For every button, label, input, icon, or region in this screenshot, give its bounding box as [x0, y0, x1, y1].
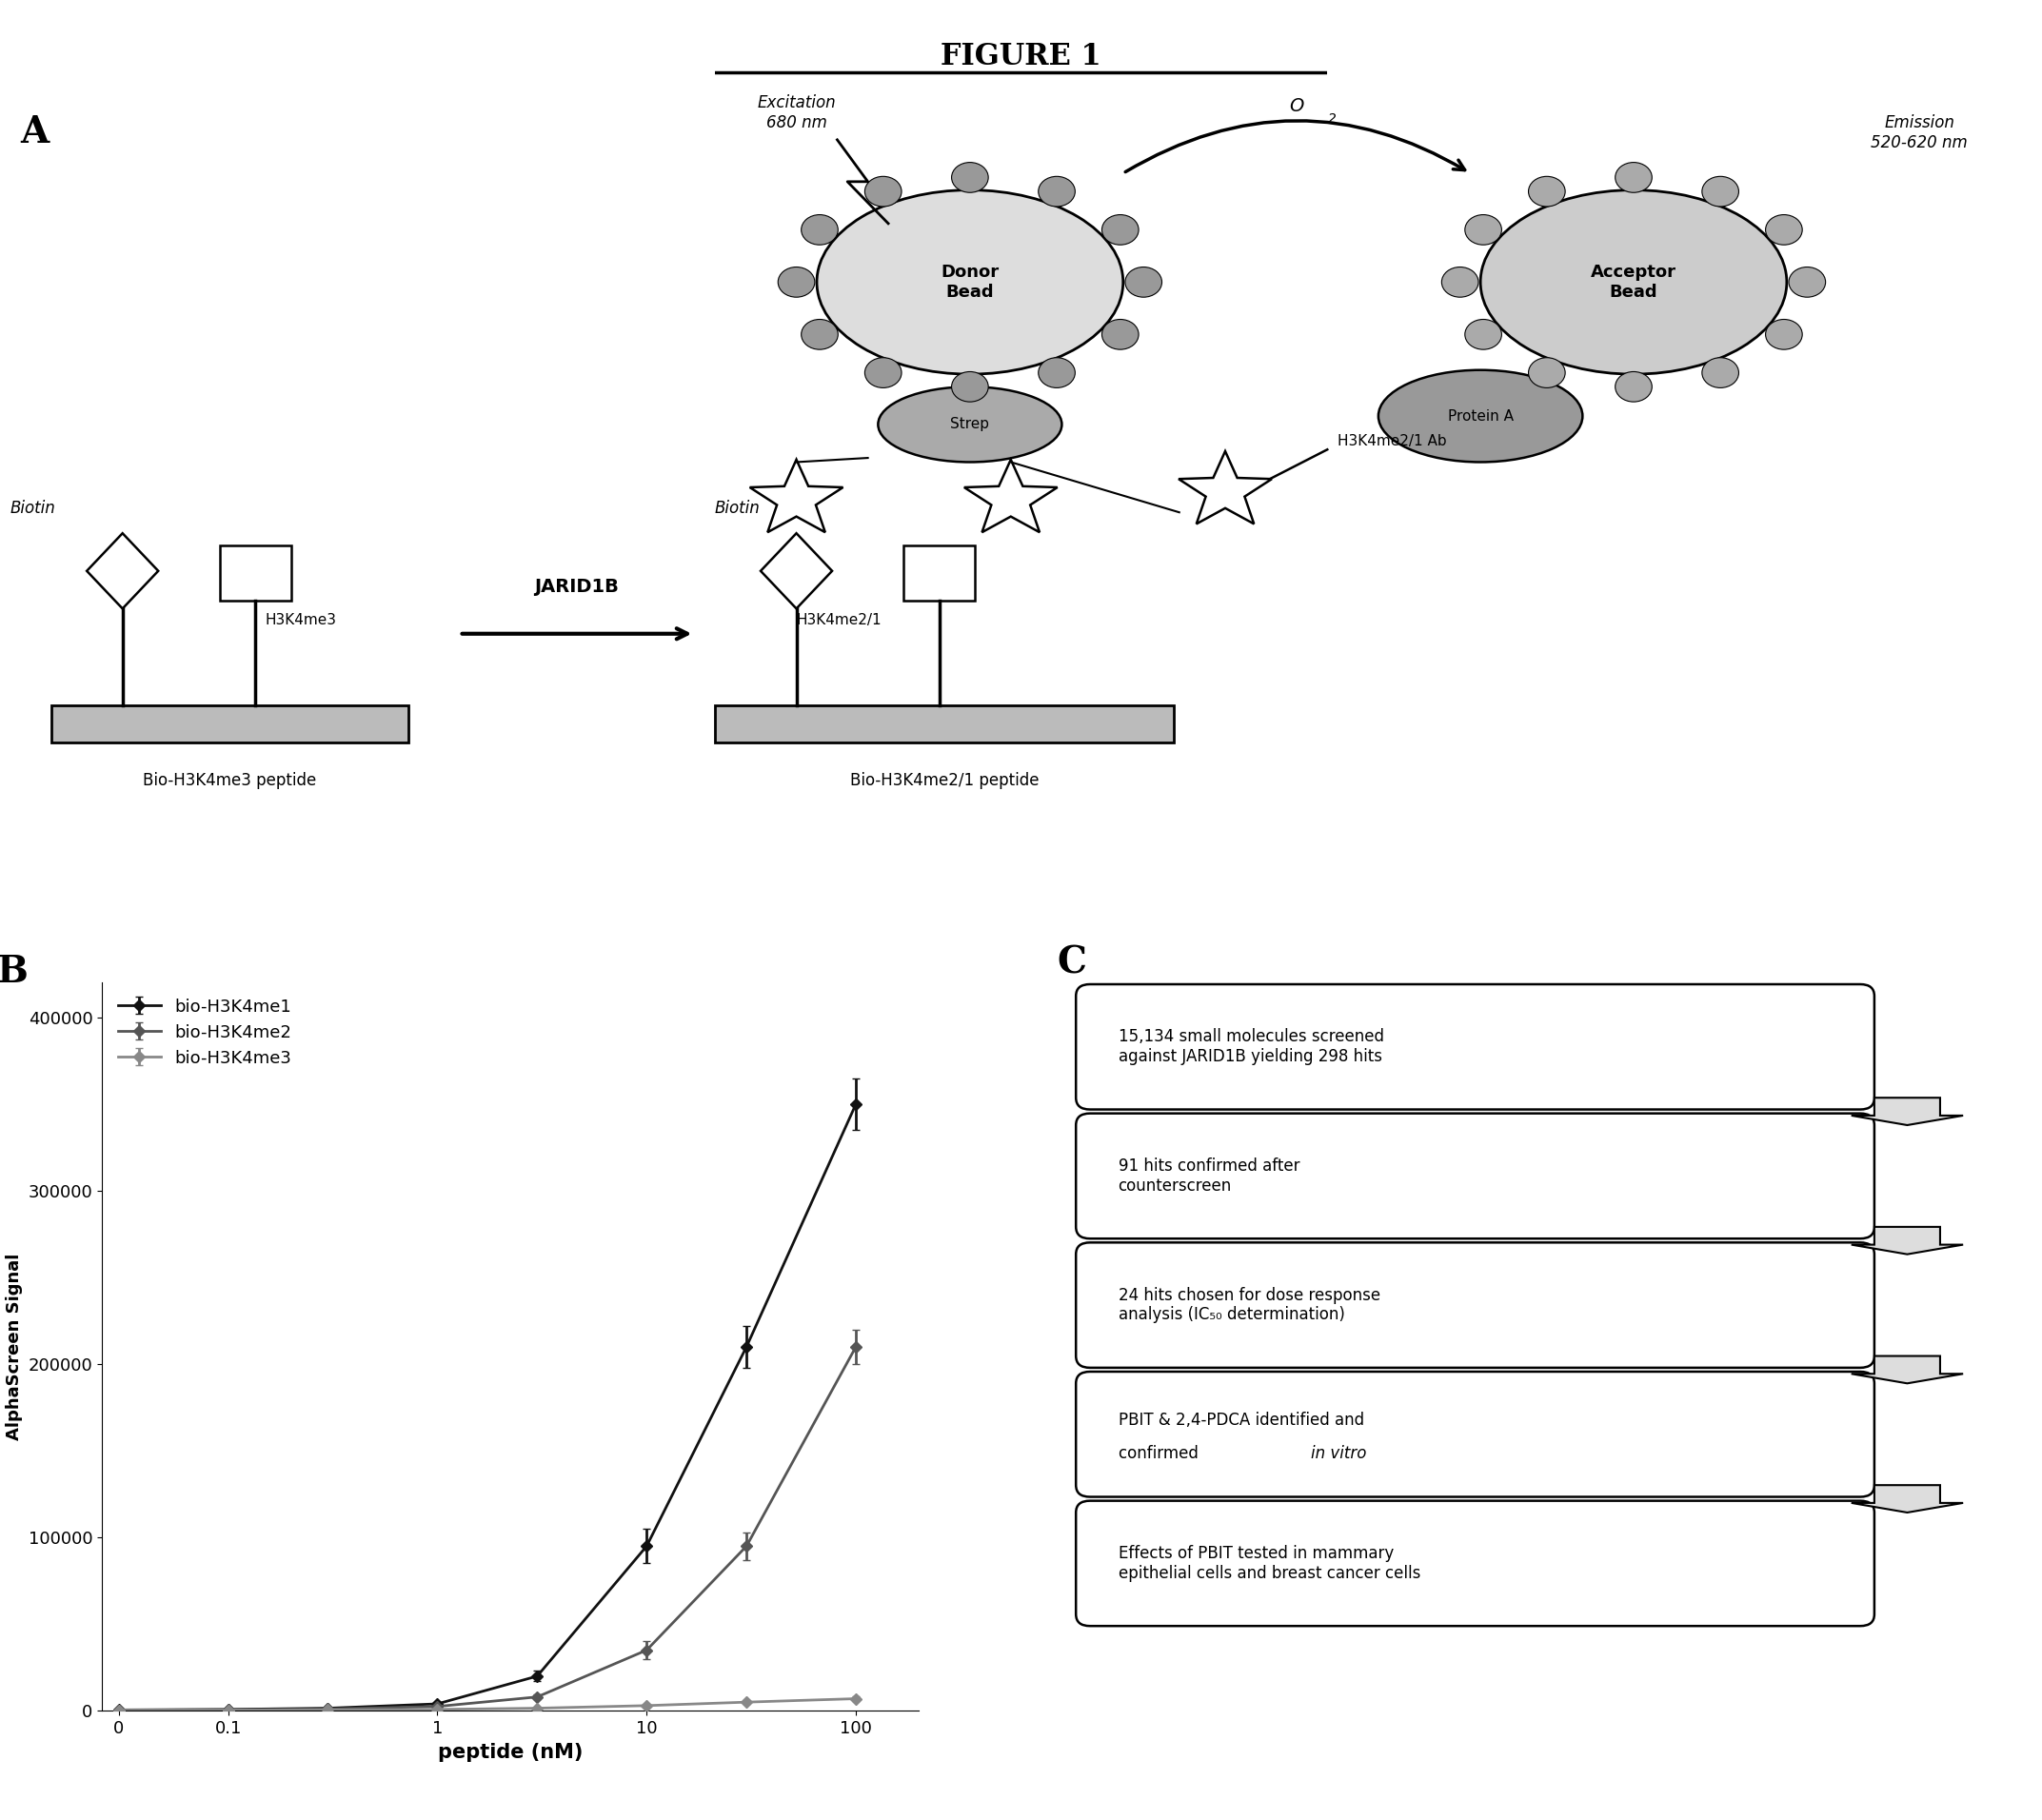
Text: 15,134 small molecules screened
against JARID1B yielding 298 hits: 15,134 small molecules screened against … — [1119, 1028, 1384, 1065]
Circle shape — [1037, 177, 1074, 206]
FancyBboxPatch shape — [903, 546, 976, 601]
Text: FIGURE 1: FIGURE 1 — [941, 42, 1101, 71]
Text: 91 hits confirmed after
counterscreen: 91 hits confirmed after counterscreen — [1119, 1158, 1299, 1194]
Text: PBIT & 2,4-PDCA identified and: PBIT & 2,4-PDCA identified and — [1119, 1412, 1364, 1429]
Text: H3K4me2/1: H3K4me2/1 — [796, 613, 882, 628]
Circle shape — [1527, 177, 1566, 206]
Circle shape — [1701, 359, 1738, 388]
Circle shape — [1125, 268, 1162, 297]
FancyBboxPatch shape — [715, 704, 1174, 743]
Legend: bio-H3K4me1, bio-H3K4me2, bio-H3K4me3: bio-H3K4me1, bio-H3K4me2, bio-H3K4me3 — [110, 992, 298, 1074]
FancyBboxPatch shape — [51, 704, 408, 743]
Text: Donor
Bead: Donor Bead — [941, 264, 999, 300]
Text: Excitation
680 nm: Excitation 680 nm — [758, 95, 835, 131]
Text: H3K4me3: H3K4me3 — [265, 613, 337, 628]
Circle shape — [864, 359, 901, 388]
Text: 24 hits chosen for dose response
analysis (IC₅₀ determination): 24 hits chosen for dose response analysi… — [1119, 1287, 1380, 1323]
Text: Bio-H3K4me2/1 peptide: Bio-H3K4me2/1 peptide — [849, 772, 1039, 790]
Text: Biotin: Biotin — [715, 499, 760, 517]
Polygon shape — [86, 533, 159, 608]
Text: H3K4me2/1 Ab: H3K4me2/1 Ab — [1338, 433, 1446, 448]
FancyBboxPatch shape — [1076, 1114, 1875, 1239]
FancyBboxPatch shape — [218, 546, 290, 601]
Circle shape — [800, 318, 837, 349]
Circle shape — [952, 162, 988, 193]
Circle shape — [1464, 318, 1501, 349]
Text: JARID1B: JARID1B — [535, 579, 619, 597]
Ellipse shape — [878, 388, 1062, 462]
Circle shape — [1464, 215, 1501, 246]
Circle shape — [1103, 215, 1139, 246]
FancyBboxPatch shape — [1076, 1372, 1875, 1496]
Polygon shape — [1852, 1485, 1962, 1512]
Text: C: C — [1058, 945, 1086, 981]
FancyBboxPatch shape — [1076, 1243, 1875, 1369]
Circle shape — [1615, 371, 1652, 402]
Circle shape — [952, 371, 988, 402]
Circle shape — [1442, 268, 1478, 297]
Text: confirmed: confirmed — [1119, 1445, 1203, 1463]
Circle shape — [1766, 215, 1803, 246]
Text: in vitro: in vitro — [1311, 1445, 1366, 1463]
X-axis label: peptide (nM): peptide (nM) — [437, 1742, 584, 1762]
Polygon shape — [760, 533, 833, 608]
Circle shape — [1103, 318, 1139, 349]
Circle shape — [1789, 268, 1826, 297]
Ellipse shape — [817, 189, 1123, 375]
Text: 2: 2 — [1327, 113, 1338, 126]
Text: B: B — [0, 954, 27, 990]
Text: O: O — [1289, 96, 1305, 115]
Circle shape — [778, 268, 815, 297]
Circle shape — [1615, 162, 1652, 193]
Ellipse shape — [1480, 189, 1787, 375]
FancyBboxPatch shape — [1076, 985, 1875, 1110]
Circle shape — [1703, 177, 1740, 206]
Polygon shape — [1852, 1227, 1962, 1254]
Circle shape — [1527, 359, 1564, 388]
Polygon shape — [1852, 1356, 1962, 1383]
Text: Bio-H3K4me3 peptide: Bio-H3K4me3 peptide — [143, 772, 317, 790]
Circle shape — [866, 177, 903, 206]
Text: Strep: Strep — [950, 417, 990, 431]
Polygon shape — [964, 460, 1058, 531]
Text: Acceptor
Bead: Acceptor Bead — [1591, 264, 1676, 300]
FancyBboxPatch shape — [1076, 1501, 1875, 1625]
Text: Effects of PBIT tested in mammary
epithelial cells and breast cancer cells: Effects of PBIT tested in mammary epithe… — [1119, 1545, 1421, 1582]
Y-axis label: AlphaScreen Signal: AlphaScreen Signal — [6, 1254, 22, 1440]
Circle shape — [800, 215, 837, 246]
Text: Emission
520-620 nm: Emission 520-620 nm — [1870, 115, 1968, 151]
Polygon shape — [1178, 451, 1272, 524]
Text: Protein A: Protein A — [1448, 409, 1513, 424]
Ellipse shape — [1378, 369, 1583, 462]
Circle shape — [1037, 359, 1074, 388]
Polygon shape — [749, 460, 843, 531]
Text: Biotin: Biotin — [10, 499, 55, 517]
Text: A: A — [20, 115, 49, 151]
Circle shape — [1766, 318, 1803, 349]
Polygon shape — [1852, 1097, 1962, 1125]
